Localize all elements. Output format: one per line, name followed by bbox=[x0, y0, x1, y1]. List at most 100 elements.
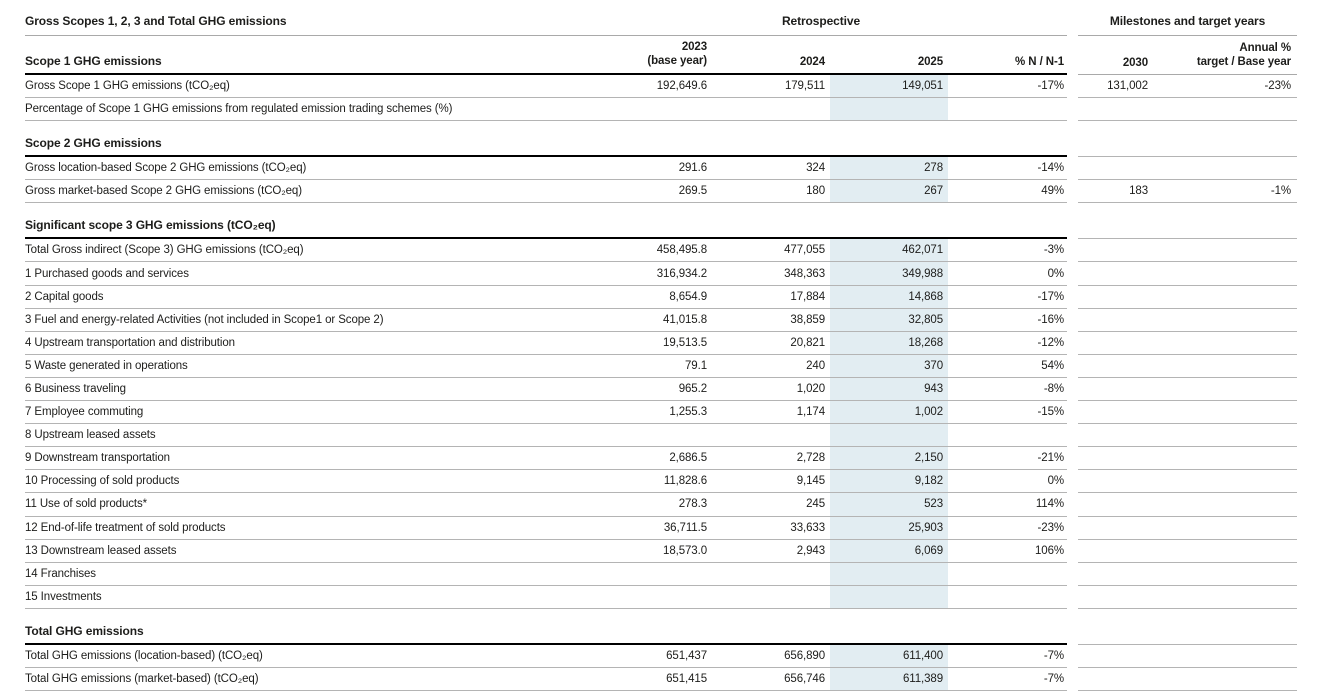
cell-pct-n-n1: -8% bbox=[948, 378, 1067, 402]
cell-2030 bbox=[1078, 262, 1150, 286]
section-header-row: Significant scope 3 GHG emissions (tCO₂e… bbox=[25, 203, 1297, 240]
cell-annual-target bbox=[1150, 378, 1297, 402]
column-group-gap bbox=[1067, 121, 1078, 157]
table-row: Percentage of Scope 1 GHG emissions from… bbox=[25, 98, 1297, 122]
cell-2024: 2,728 bbox=[712, 447, 830, 471]
column-header-annual-line1: Annual % bbox=[1239, 42, 1291, 54]
table-row: Gross Scope 1 GHG emissions (tCO₂eq) 192,… bbox=[25, 75, 1297, 99]
section-title: Significant scope 3 GHG emissions (tCO₂e… bbox=[25, 203, 1067, 240]
row-label: 6 Business traveling bbox=[25, 378, 575, 402]
cell-2025 bbox=[830, 562, 948, 586]
column-group-gap bbox=[1067, 203, 1078, 239]
cell-annual-target bbox=[1150, 355, 1297, 378]
cell-2023: 79.1 bbox=[575, 355, 712, 378]
cell-2025: 611,389 bbox=[830, 667, 948, 692]
milestones-row-rule bbox=[1078, 121, 1297, 158]
cell-2030 bbox=[1078, 378, 1150, 402]
column-header-2025: 2025 bbox=[830, 36, 948, 75]
cell-2025: 6,069 bbox=[830, 539, 948, 563]
cell-2024: 245 bbox=[712, 493, 830, 517]
cell-pct-n-n1 bbox=[948, 98, 1067, 122]
cell-pct-n-n1: -17% bbox=[948, 75, 1067, 99]
column-group-gap bbox=[1067, 36, 1078, 75]
cell-2030 bbox=[1078, 98, 1150, 122]
cell-2025: 1,002 bbox=[830, 401, 948, 425]
table-row: 1 Purchased goods and services 316,934.2 3… bbox=[25, 262, 1297, 286]
table-row: 8 Upstream leased assets bbox=[25, 424, 1297, 448]
cell-2025: 14,868 bbox=[830, 285, 948, 309]
column-group-gap bbox=[1067, 157, 1078, 180]
column-group-gap bbox=[1067, 355, 1078, 378]
column-header-pct-n-n1: % N / N-1 bbox=[948, 36, 1067, 75]
cell-annual-target bbox=[1150, 563, 1297, 586]
table-row: Gross location-based Scope 2 GHG emissio… bbox=[25, 157, 1297, 181]
table-row: Total GHG emissions (location-based) (tC… bbox=[25, 644, 1297, 668]
column-group-gap bbox=[1067, 286, 1078, 309]
cell-2030: 183 bbox=[1078, 180, 1150, 204]
cell-2030 bbox=[1078, 668, 1150, 692]
row-label: Total GHG emissions (market-based) (tCO₂… bbox=[25, 668, 575, 692]
column-header-2024: 2024 bbox=[712, 36, 830, 75]
cell-2024: 2,943 bbox=[712, 540, 830, 563]
group-header-row: Gross Scopes 1, 2, 3 and Total GHG emiss… bbox=[25, 0, 1297, 36]
cell-2025 bbox=[830, 424, 948, 448]
cell-2025: 9,182 bbox=[830, 470, 948, 494]
cell-2024 bbox=[712, 98, 830, 122]
cell-2025 bbox=[830, 98, 948, 122]
cell-annual-target bbox=[1150, 645, 1297, 668]
table-row: 5 Waste generated in operations 79.1 240 37… bbox=[25, 354, 1297, 378]
cell-2024 bbox=[712, 424, 830, 448]
cell-pct-n-n1: -3% bbox=[948, 239, 1067, 263]
column-group-gap bbox=[1067, 447, 1078, 470]
row-label: 5 Waste generated in operations bbox=[25, 355, 575, 378]
cell-2024: 656,890 bbox=[712, 645, 830, 668]
cell-pct-n-n1: -7% bbox=[948, 668, 1067, 692]
cell-2025: 18,268 bbox=[830, 331, 948, 355]
cell-2025: 2,150 bbox=[830, 447, 948, 471]
cell-annual-target bbox=[1150, 493, 1297, 517]
cell-2025: 943 bbox=[830, 377, 948, 402]
column-header-2023-year: 2023 bbox=[681, 41, 707, 53]
cell-2025: 349,988 bbox=[830, 262, 948, 286]
milestones-row-rule bbox=[1078, 609, 1297, 645]
table-body: Gross Scope 1 GHG emissions (tCO₂eq) 192,… bbox=[25, 75, 1297, 692]
row-label: 8 Upstream leased assets bbox=[25, 424, 575, 448]
cell-2024: 240 bbox=[712, 355, 830, 378]
cell-2024 bbox=[712, 586, 830, 609]
cell-2025: 267 bbox=[830, 180, 948, 204]
cell-pct-n-n1: 49% bbox=[948, 180, 1067, 204]
cell-2024: 179,511 bbox=[712, 75, 830, 99]
cell-2030 bbox=[1078, 493, 1150, 517]
table-row: 2 Capital goods 8,654.9 17,884 14,868 -17% bbox=[25, 285, 1297, 309]
cell-annual-target bbox=[1150, 540, 1297, 563]
column-group-gap bbox=[1067, 401, 1078, 424]
cell-2024: 9,145 bbox=[712, 470, 830, 494]
cell-2030 bbox=[1078, 470, 1150, 494]
cell-pct-n-n1: -14% bbox=[948, 157, 1067, 181]
cell-2030 bbox=[1078, 239, 1150, 263]
cell-2025: 611,400 bbox=[830, 644, 948, 668]
cell-2023: 278.3 bbox=[575, 493, 712, 517]
column-group-gap bbox=[1067, 332, 1078, 355]
cell-annual-target bbox=[1150, 332, 1297, 355]
column-group-gap bbox=[1067, 668, 1078, 691]
cell-2030 bbox=[1078, 586, 1150, 609]
row-label: 4 Upstream transportation and distributi… bbox=[25, 332, 575, 355]
cell-pct-n-n1 bbox=[948, 586, 1067, 609]
cell-pct-n-n1 bbox=[948, 563, 1067, 586]
cell-2023: 1,255.3 bbox=[575, 401, 712, 425]
cell-2023: 269.5 bbox=[575, 180, 712, 204]
table-row: Total GHG emissions (market-based) (tCO₂… bbox=[25, 667, 1297, 692]
cell-annual-target bbox=[1150, 309, 1297, 332]
cell-2030 bbox=[1078, 401, 1150, 425]
cell-pct-n-n1: 0% bbox=[948, 262, 1067, 286]
column-group-gap bbox=[1067, 424, 1078, 447]
column-group-gap bbox=[1067, 540, 1078, 563]
cell-pct-n-n1: 54% bbox=[948, 355, 1067, 378]
column-header-2023: 2023 (base year) bbox=[575, 36, 712, 75]
cell-2023 bbox=[575, 98, 712, 122]
cell-2025 bbox=[830, 585, 948, 609]
cell-2024: 477,055 bbox=[712, 239, 830, 263]
column-group-gap bbox=[1067, 493, 1078, 516]
cell-2023: 291.6 bbox=[575, 157, 712, 181]
